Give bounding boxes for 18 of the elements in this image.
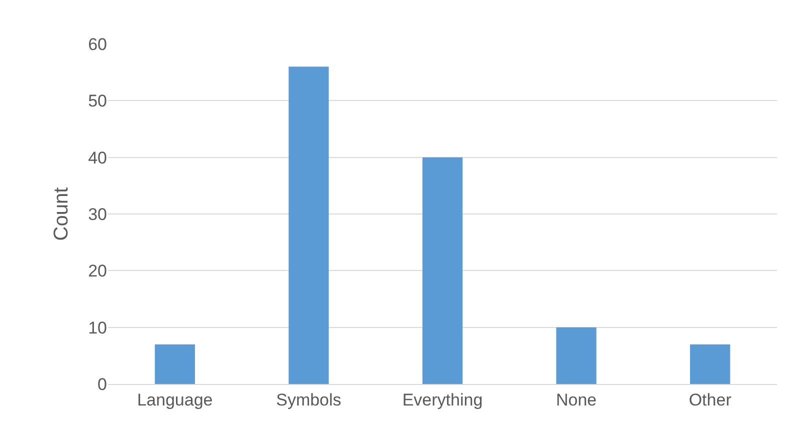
x-tick-label: Language [137,390,213,410]
x-tick-label: None [556,390,597,410]
x-tick-label: Other [688,390,732,410]
x-tick-label: Symbols [276,390,342,410]
y-tick-label: 30 [88,204,107,224]
bar [422,157,463,384]
y-tick-label: 40 [88,148,107,168]
bar [556,327,596,384]
bar [690,344,730,384]
y-tick-label: 10 [88,318,107,338]
y-tick-label: 0 [98,374,107,394]
bar [154,344,195,384]
y-tick-label: 20 [88,262,107,281]
y-tick-label: 60 [88,34,107,54]
y-tick-label: 50 [88,92,107,111]
bar [288,66,329,384]
y-axis-title: Count [50,186,73,241]
x-tick-label: Everything [402,390,483,410]
